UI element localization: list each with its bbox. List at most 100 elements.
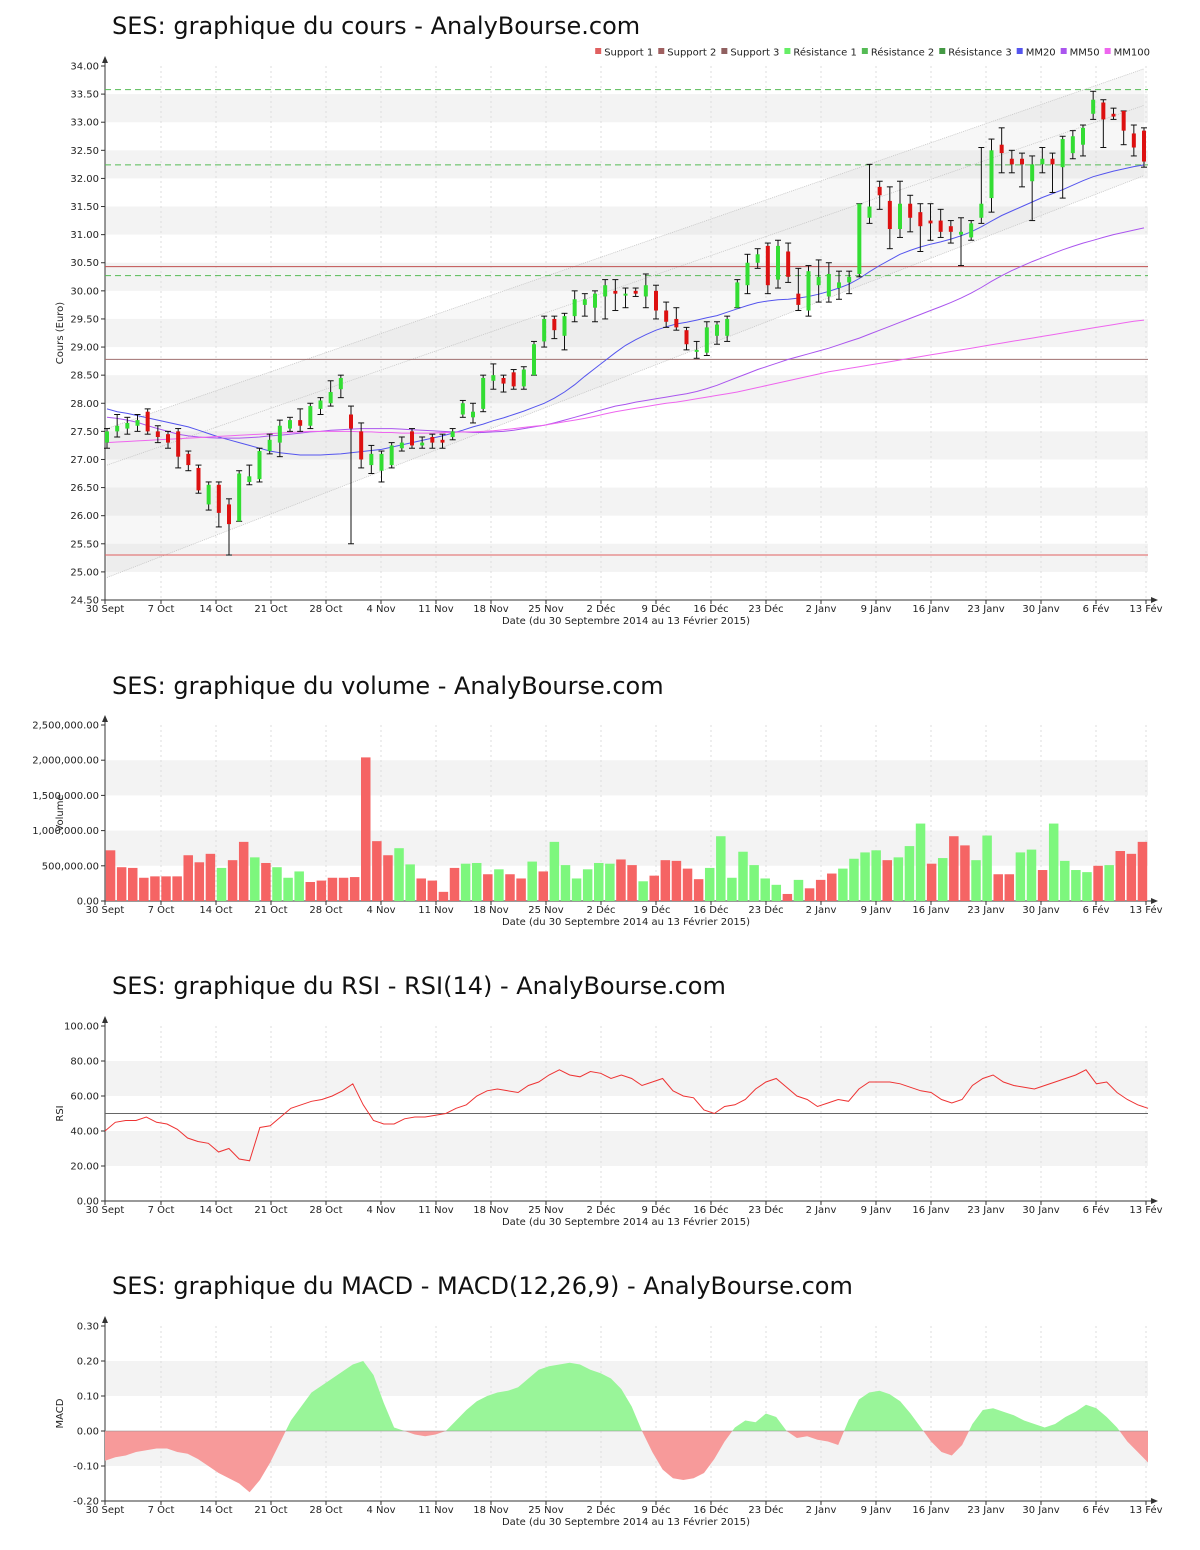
- x-tick-label: 13 Fév: [1129, 603, 1162, 615]
- candle: [703, 321, 710, 356]
- volume-bar: [483, 874, 493, 901]
- candle: [114, 414, 121, 438]
- candle-body: [1111, 113, 1116, 117]
- x-tick-label: 14 Oct: [199, 1205, 232, 1216]
- candle-body: [1131, 133, 1136, 148]
- volume-bar: [605, 863, 615, 901]
- volume-bar: [594, 862, 604, 901]
- x-tick-label: 30 Sept: [86, 905, 125, 916]
- x-tick-label: 6 Fév: [1083, 1504, 1110, 1516]
- volume-bar: [227, 860, 238, 901]
- candle-body: [1070, 136, 1075, 154]
- y-tick-label: 32.50: [70, 146, 99, 157]
- volume-bar: [438, 891, 449, 901]
- candle-body: [420, 442, 425, 446]
- candle: [978, 147, 985, 224]
- candle-body: [633, 290, 638, 294]
- rsi-chart: SES: graphique du RSI - RSI(14) - AnalyB…: [55, 972, 1163, 1228]
- y-tick-label: 26.50: [70, 483, 99, 494]
- legend-item: MM100: [1114, 48, 1150, 59]
- candle: [531, 340, 537, 376]
- volume-bar: [416, 878, 426, 901]
- candle-body: [938, 220, 943, 232]
- candle: [226, 498, 232, 556]
- x-tick-label: 28 Oct: [309, 1505, 342, 1516]
- candle-body: [318, 400, 323, 409]
- volume-bar: [926, 863, 937, 901]
- y-axis-label: Volume: [55, 794, 66, 831]
- grid-band: [105, 760, 1148, 796]
- candle: [836, 270, 842, 300]
- volume-bar: [738, 851, 748, 901]
- y-axis-label: RSI: [55, 1105, 66, 1121]
- y-tick-label: 31.00: [70, 230, 99, 241]
- x-tick-label: 30 Sept: [86, 1205, 125, 1216]
- volume-bar: [460, 863, 471, 901]
- candle-body: [186, 453, 191, 466]
- candle: [968, 220, 975, 241]
- volume-bar: [793, 879, 804, 901]
- candle: [165, 430, 171, 449]
- volume-bar: [449, 867, 460, 901]
- legend-item: Résistance 1: [793, 47, 856, 59]
- candle-body: [379, 453, 384, 471]
- candle-body: [735, 282, 740, 308]
- candle-body: [277, 425, 282, 443]
- volume-bar: [693, 879, 704, 901]
- y-tick-label: 32.00: [70, 174, 99, 185]
- x-tick-label: 16 Janv: [912, 1505, 949, 1516]
- x-tick-label: 23 Janv: [967, 1205, 1004, 1216]
- x-tick-label: 2 Janv: [806, 604, 837, 615]
- candle: [1029, 155, 1036, 222]
- candle: [724, 315, 731, 342]
- candle: [907, 194, 914, 233]
- volume-bar: [238, 841, 249, 901]
- volume-bar: [1071, 870, 1081, 901]
- volume-bar: [172, 876, 182, 901]
- candle-body: [196, 467, 201, 491]
- y-tick-label: 30.50: [70, 258, 99, 269]
- grid-band: [105, 1061, 1148, 1096]
- x-tick-label: 13 Fév: [1129, 1204, 1162, 1216]
- candle: [317, 397, 324, 416]
- candle-body: [887, 200, 892, 230]
- x-tick-label: 9 Déc: [642, 904, 671, 916]
- candle: [1080, 124, 1086, 157]
- volume-bar: [849, 858, 859, 901]
- legend-item: Support 3: [730, 48, 779, 59]
- volume-bar: [194, 862, 205, 901]
- candle: [449, 428, 456, 441]
- candle: [795, 267, 802, 312]
- candle-body: [501, 377, 506, 384]
- macd-positive-area: [285, 1361, 405, 1431]
- x-tick-label: 30 Janv: [1022, 1505, 1059, 1516]
- candle-body: [1040, 158, 1045, 165]
- candle: [124, 416, 131, 435]
- y-axis-arrow: [102, 1016, 108, 1023]
- x-tick-label: 23 Janv: [967, 1505, 1004, 1516]
- candle-body: [288, 420, 292, 429]
- x-tick-label: 25 Nov: [528, 1505, 564, 1516]
- x-tick-label: 11 Nov: [418, 1505, 454, 1516]
- volume-bar: [671, 860, 682, 901]
- volume-bar: [338, 877, 349, 901]
- candle: [1049, 152, 1056, 193]
- x-tick-label: 16 Déc: [693, 1504, 728, 1516]
- legend-swatch: [1016, 48, 1023, 54]
- y-tick-label: 25.00: [70, 567, 99, 578]
- macd-negative-area: [105, 1431, 286, 1493]
- volume-bar: [527, 861, 537, 901]
- volume-bar: [294, 871, 304, 901]
- volume-bar: [749, 865, 759, 901]
- candle-body: [684, 330, 689, 345]
- candle-body: [105, 431, 109, 443]
- candle-body: [562, 316, 567, 336]
- candle-body: [1101, 102, 1106, 120]
- chart-title: SES: graphique du MACD - MACD(12,26,9) -…: [112, 1272, 853, 1300]
- macd-negative-area: [642, 1431, 733, 1480]
- grid-band: [105, 150, 1148, 179]
- x-tick-label: 9 Janv: [861, 1505, 892, 1516]
- candle-body: [349, 414, 353, 429]
- x-tick-label: 16 Déc: [693, 904, 728, 916]
